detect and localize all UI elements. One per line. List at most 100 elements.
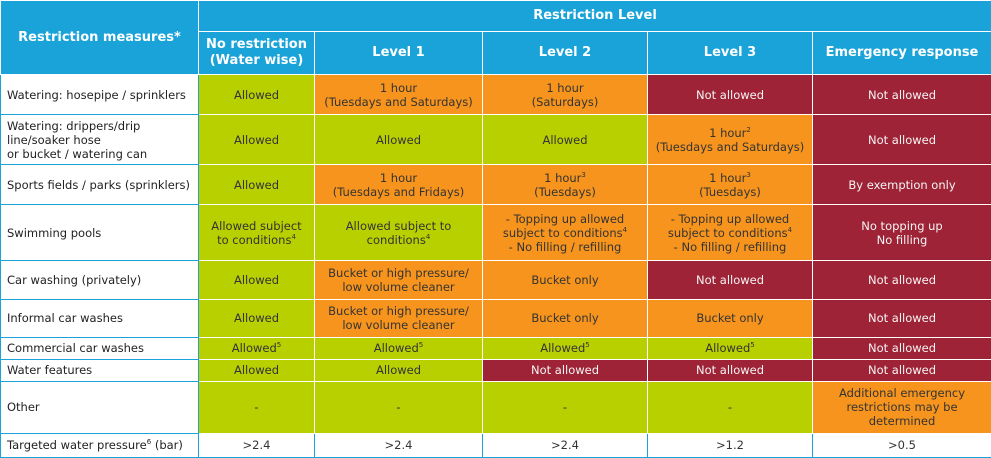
cell-text-line: Allowed: [203, 363, 310, 377]
cell-text-line: low volume cleaner: [319, 318, 478, 332]
cell-l1: >2.4: [314, 432, 483, 458]
row-measure-label: Sports fields / parks (sprinklers): [7, 177, 191, 192]
header-restriction-level-label: Restriction Level: [533, 8, 657, 23]
row-measure-label: Watering: hosepipe / sprinklers: [7, 87, 186, 102]
cell-text-line: (Tuesdays and Saturdays): [652, 140, 808, 154]
cell-l1: Allowed subject to conditions4: [314, 204, 483, 262]
row-measure-label: Informal car washes: [7, 311, 123, 326]
cell-text: Bucket only: [531, 311, 599, 326]
cell-text-line: Not allowed: [487, 363, 643, 377]
cell-no: Allowed: [198, 298, 315, 338]
cell-text-line: >0.5: [817, 438, 987, 452]
row-measure: Swimming pools: [0, 204, 199, 262]
table-row: Sports fields / parks (sprinklers) Allowe…: [0, 164, 991, 206]
cell-text: Allowed: [540, 341, 586, 356]
table-row: Other - - - - Additional emergency restriction…: [0, 380, 991, 434]
cell-text-line: Allowed: [203, 178, 310, 192]
cell-text: By exemption only: [848, 177, 956, 192]
cell-text-line: Bucket or high pressure/: [319, 266, 478, 280]
footnote-marker: 3: [581, 170, 586, 179]
cell-text: Targeted water pressure: [7, 438, 147, 453]
row-measure: Sports fields / parks (sprinklers): [0, 164, 199, 206]
header-restriction-measures: Restriction measures*: [0, 0, 199, 75]
cell-em: By exemption only: [811, 164, 991, 206]
cell-text-line: (Tuesdays and Saturdays): [319, 95, 478, 109]
footnote-marker: 5: [276, 341, 282, 350]
header-level-label: (Water wise): [209, 53, 304, 68]
cell-text-line: Not allowed: [817, 363, 987, 377]
cell-text: Not allowed: [867, 273, 937, 287]
cell-text-line: Not allowed: [817, 341, 987, 355]
header-level-l2: Level 2: [482, 31, 648, 75]
cell-text: Not allowed: [695, 87, 765, 102]
cell-text-line: Allowed5: [203, 341, 310, 355]
cell-text: (Tuesdays): [699, 184, 761, 199]
cell-text-line: Bucket only: [487, 273, 643, 287]
cell-text-line: subject to conditions4: [487, 226, 643, 240]
cell-l1: Allowed5: [314, 336, 483, 360]
cell-text: Not allowed: [867, 363, 937, 378]
footnote-marker: 4: [291, 233, 296, 242]
cell-text: to conditions: [217, 232, 292, 247]
cell-text: 1 hour: [546, 80, 584, 95]
cell-l2: -: [482, 380, 648, 434]
cell-text: Bucket only: [531, 273, 599, 287]
row-measure: Water features: [0, 358, 199, 382]
cell-text: 1 hour: [379, 170, 418, 185]
cell-text-line: Bucket or high pressure/: [319, 304, 478, 318]
header-level-label: No restriction: [206, 37, 307, 52]
cell-text: Allowed: [373, 341, 419, 356]
cell-text-line: determined: [817, 414, 987, 428]
cell-l1: Bucket or high pressure/low volume clean…: [314, 260, 483, 300]
cell-l2: - Topping up allowed subject to condition…: [482, 204, 648, 262]
cell-l3: 1 hour3 (Tuesdays): [647, 164, 813, 206]
cell-text: No topping up: [861, 218, 943, 233]
cell-l3: >1.2: [647, 432, 813, 458]
cell-text: Allowed: [375, 363, 422, 378]
cell-text: Allowed: [233, 87, 280, 102]
cell-l3: Not allowed: [647, 260, 813, 300]
row-measure: Watering: drippers/drip line/soaker hose o…: [0, 114, 199, 166]
cell-text-line: No topping up: [817, 219, 987, 233]
header-restriction-level: Restriction Level: [197, 0, 991, 32]
cell-text: Bucket or high pressure/: [328, 266, 469, 280]
cell-no: Allowed: [198, 164, 315, 206]
cell-text: Not allowed: [695, 273, 765, 287]
cell-text: Not allowed: [867, 341, 937, 356]
cell-em: Not allowed: [811, 298, 991, 338]
footnote-marker: 5: [750, 341, 755, 350]
row-measure-label: Swimming pools: [7, 225, 102, 240]
cell-text: No filling: [876, 232, 928, 247]
footnote-marker: 6: [146, 438, 152, 447]
row-measure: Watering: hosepipe / sprinklers: [0, 73, 199, 116]
cell-em: Not allowed: [811, 336, 991, 360]
cell-text-line: Not allowed: [652, 273, 808, 287]
cell-text: Allowed: [233, 273, 280, 287]
header-level-label: Level 1: [372, 45, 425, 60]
cell-text-line: (Tuesdays): [487, 185, 643, 199]
cell-text: Bucket only: [696, 311, 764, 326]
cell-text: Allowed: [233, 132, 280, 147]
cell-text: -: [254, 400, 259, 415]
cell-text-line: (Saturdays): [487, 95, 643, 109]
cell-text: 1 hour: [709, 125, 747, 140]
table-row: Informal car washes Allowed Bucket or high…: [0, 298, 991, 338]
cell-text-line: - Topping up allowed: [487, 212, 643, 226]
cell-text: (Tuesdays and Saturdays): [655, 139, 805, 154]
cell-no: Allowed: [198, 73, 315, 116]
cell-text-line: Not allowed: [817, 88, 987, 102]
row-measure: Informal car washes: [0, 298, 199, 338]
footnote-marker: 4: [425, 233, 431, 242]
cell-em: Not allowed: [811, 358, 991, 382]
cell-text-line: 1 hour3: [487, 171, 643, 185]
footnote-marker: 4: [787, 226, 793, 235]
table-row: Watering: drippers/drip line/soaker hose o…: [0, 114, 991, 166]
cell-text: >1.2: [716, 438, 744, 453]
cell-text-line: (Tuesdays): [652, 185, 808, 199]
cell-text-line: - No filling / refilling: [652, 240, 808, 254]
table-row: Swimming pools Allowed subject to conditio…: [0, 204, 991, 262]
cell-em: No topping up No filling: [811, 204, 991, 262]
cell-text: (Saturdays): [531, 94, 599, 109]
cell-text: subject to conditions: [667, 225, 788, 240]
